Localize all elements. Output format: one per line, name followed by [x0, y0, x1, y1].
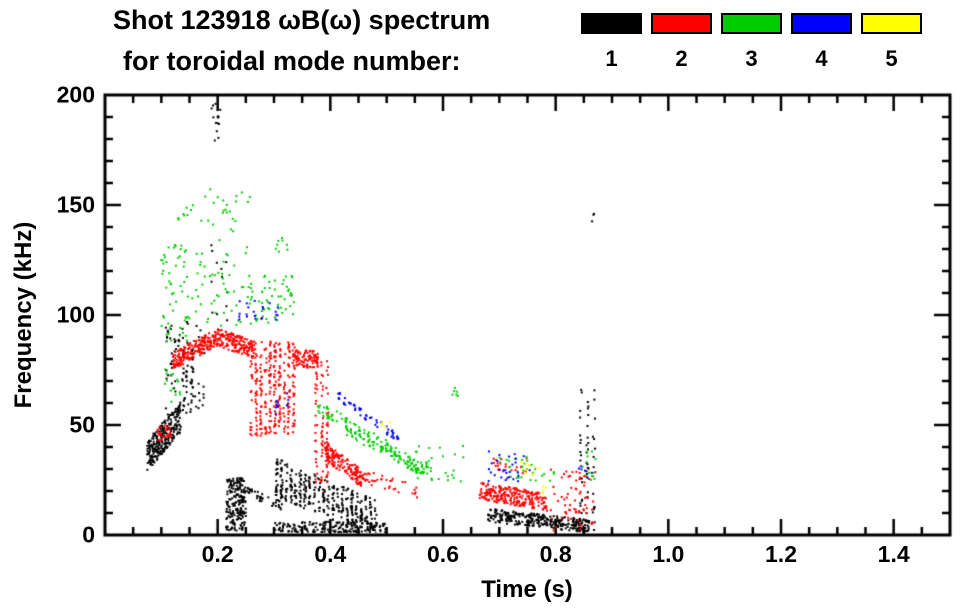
- figure-title-line1: Shot 123918 ωB(ω) spectrum: [113, 5, 491, 35]
- y-tick-label: 200: [56, 81, 95, 108]
- legend-label-n1: 1: [605, 46, 618, 71]
- figure-title-line2: for toroidal mode number:: [123, 46, 461, 76]
- x-axis-label: Time (s): [481, 576, 573, 603]
- legend-swatch-n5: [861, 13, 922, 34]
- legend-swatch-n2: [651, 13, 712, 34]
- y-tick-label: 0: [82, 521, 95, 548]
- legend-entry-n2: 2: [651, 13, 712, 72]
- y-tick-label: 100: [56, 301, 95, 328]
- x-tick-label: 1.2: [765, 541, 797, 567]
- x-tick-label: 0.8: [539, 541, 572, 567]
- legend-swatch-n4: [791, 13, 852, 34]
- x-tick-label: 0.6: [427, 541, 459, 567]
- x-tick-label: 1.4: [877, 541, 910, 567]
- x-tick-label: 1.0: [652, 541, 685, 567]
- legend-label-n3: 3: [745, 46, 758, 71]
- x-tick-label: 0.4: [314, 541, 347, 567]
- legend-entry-n1: 1: [581, 13, 642, 72]
- x-tick-label: 0.2: [201, 541, 234, 567]
- y-tick-label: 150: [56, 191, 95, 218]
- legend-label-n2: 2: [675, 46, 688, 71]
- legend: 1 2 3 4 5: [581, 13, 922, 72]
- legend-entry-n4: 4: [791, 13, 852, 72]
- y-tick-label: 50: [69, 411, 95, 438]
- legend-swatch-n1: [581, 13, 642, 34]
- legend-label-n4: 4: [815, 46, 828, 71]
- y-axis-label: Frequency (kHz): [10, 221, 37, 409]
- legend-label-n5: 5: [885, 46, 898, 71]
- legend-swatch-n3: [721, 13, 782, 34]
- legend-entry-n3: 3: [721, 13, 782, 72]
- legend-entry-n5: 5: [861, 13, 922, 72]
